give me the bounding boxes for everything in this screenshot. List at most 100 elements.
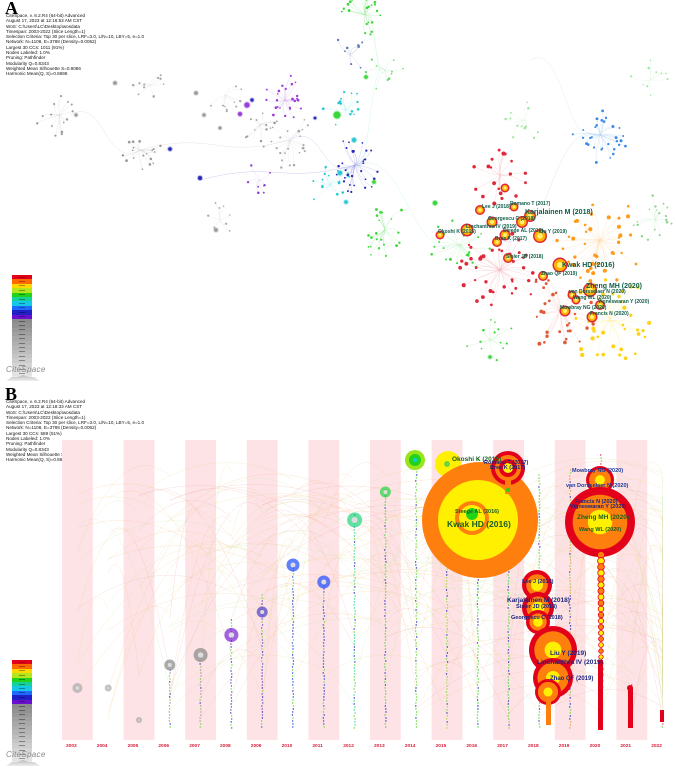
legend-swatch: [12, 288, 32, 293]
legend-swatch: [12, 660, 32, 665]
node-label[interactable]: van Dorsselaer N (2020): [566, 483, 629, 489]
legend-swatch: [12, 703, 32, 709]
node-label[interactable]: Bree K (2017): [495, 236, 527, 242]
network-nodes: [36, 0, 673, 362]
legend-swatch: [12, 340, 32, 346]
year-label: 2022: [651, 743, 662, 749]
node-label[interactable]: Lee J (2018): [482, 204, 511, 210]
node-label[interactable]: Kwak HD (2016): [447, 519, 511, 529]
legend-swatch: [12, 275, 32, 280]
node-label[interactable]: Mowbray NG (2020): [572, 468, 623, 474]
node-label[interactable]: Zhao QF (2019): [550, 676, 593, 682]
year-axis: 2003 2004 2005 2006 2007 2008 2009 2010 2011 2012…: [66, 743, 662, 749]
metadata-line: Weighted Mean Silhouette S=0.9086: [6, 65, 81, 71]
panel-b-node-labels: Okoshi K (2015)Romano T (2017)Bree K (20…: [447, 456, 629, 682]
legend-swatch: [12, 362, 32, 368]
metadata-line: Modularity Q=0.8343: [6, 446, 49, 452]
panel-b-citespace-logo: CiteSpace: [6, 750, 46, 766]
legend-swatch: [12, 336, 32, 341]
legend-swatch: [12, 673, 32, 678]
legend-swatch: [12, 725, 32, 731]
node-label[interactable]: Georgescu C (2018): [488, 216, 535, 222]
node-label[interactable]: Georgescu C (2018): [511, 615, 563, 621]
year-label: 2020: [590, 743, 601, 749]
node-label[interactable]: Vigneswaran Y (2020): [570, 504, 626, 510]
legend-swatch: [12, 327, 32, 333]
legend-swatch: [12, 690, 32, 696]
legend-swatch: [12, 354, 32, 359]
metadata-line: Pruning: Pathfinder: [6, 55, 46, 61]
legend-swatch: [12, 695, 32, 700]
node-label[interactable]: van Dorsselaer N (2020): [569, 289, 626, 295]
node-label[interactable]: Romano T (2017): [510, 201, 551, 207]
timezone-nodes: [72, 450, 664, 730]
node-label[interactable]: Linchanthra IV (2019): [537, 659, 603, 666]
node-label[interactable]: Karjalainen M (2018): [525, 209, 593, 216]
legend-swatch: [12, 296, 32, 302]
node-label[interactable]: Kwak HD (2016): [562, 262, 615, 269]
legend-swatch: [12, 712, 32, 718]
legend-swatch: [12, 301, 32, 306]
legend-swatch: [12, 734, 32, 740]
node-label[interactable]: Zheng MH (2020): [577, 514, 629, 521]
panel-a-citespace-logo: CiteSpace: [6, 365, 46, 381]
node-label[interactable]: Vigneswaran Y (2020): [598, 299, 649, 305]
legend-swatch: [12, 367, 32, 372]
year-label: 2014: [405, 743, 416, 749]
node-label[interactable]: Wang WL (2020): [579, 527, 621, 533]
legend-swatch: [12, 345, 32, 350]
metadata-line: WoS: C:\Users\LC\Desktop\wosdata: [6, 409, 80, 415]
year-label: 2015: [436, 743, 447, 749]
node-label[interactable]: Liu Y (2019): [550, 650, 586, 657]
node-label[interactable]: Sisler JD (2018): [516, 604, 557, 610]
node-label[interactable]: Karjalainen M (2018): [507, 597, 570, 604]
node-label[interactable]: Okoshi K (2015): [452, 456, 501, 463]
node-label[interactable]: Francis N (2020): [575, 499, 618, 505]
legend-swatch: [12, 314, 32, 319]
year-label: 2013: [374, 743, 385, 749]
node-label[interactable]: Francis N (2020): [590, 311, 629, 317]
legend-swatch: [12, 668, 32, 674]
node-label[interactable]: Linchanthra IV (2019): [466, 224, 517, 230]
node-label[interactable]: Steege AL (2016): [503, 228, 543, 234]
metadata-line: Harmonic Mean(Q, S)=0.8698: [6, 457, 68, 463]
metadata-line: CiteSpace, v. 6.2.R4 (64-bit) Advanced: [6, 399, 86, 404]
legend-swatch: [12, 310, 32, 315]
legend-swatch: [12, 747, 32, 753]
year-label: 2004: [97, 743, 108, 749]
node-label[interactable]: Liu Y (2019): [539, 229, 567, 235]
node-label[interactable]: Okoshi K (2015): [438, 229, 476, 235]
node-label[interactable]: Mowbray NG (2020): [560, 305, 607, 311]
metadata-line: August 17, 2023 at 12:16:53 AM CST: [6, 18, 83, 24]
legend-swatch: [12, 739, 32, 744]
node-label[interactable]: Bree K (2017): [490, 465, 525, 471]
panel-a-metadata: CiteSpace, v. 6.2.R4 (64-bit) Advanced Au…: [6, 13, 144, 77]
year-label: 2018: [528, 743, 539, 749]
metadata-line: Selection Criteria: Top 30 per slice, LR…: [6, 420, 145, 426]
year-label: 2021: [620, 743, 631, 749]
metadata-line: Largest 30 CCs: 589 (51%): [6, 430, 62, 436]
legend-swatch: [12, 743, 32, 748]
year-label: 2017: [497, 743, 508, 749]
node-label[interactable]: Sisler JD (2018): [506, 254, 544, 260]
year-label: 2008: [220, 743, 231, 749]
year-label: 2003: [66, 743, 77, 749]
panel-a-letter: A: [5, 0, 18, 18]
node-label[interactable]: Lee J (2018): [522, 579, 554, 585]
metadata-line: Nodes Labeled: 1.0%: [6, 50, 50, 56]
panel-b-timezone-view: 2003 2004 2005 2006 2007 2008 2009 2010 2011 2012…: [62, 440, 664, 749]
node-label[interactable]: Zhao QF (2019): [541, 271, 577, 277]
node-label[interactable]: Steege AL (2016): [455, 509, 499, 515]
node-label[interactable]: Wang WL (2020): [573, 295, 612, 301]
panel-a-cocitation-network: Romano T (2017)Lee J (2018) Karjalainen M…: [36, 0, 673, 362]
year-label: 2011: [312, 743, 323, 749]
legend-swatch: [12, 752, 32, 757]
legend-swatch: [12, 686, 32, 691]
node-label[interactable]: Romano T (2017): [484, 460, 528, 466]
node-label[interactable]: Zheng MH (2020): [586, 283, 642, 290]
metadata-line: Modularity Q=0.8343: [6, 60, 49, 66]
metadata-line: Largest 30 CCs: 1011 (91%): [6, 44, 64, 50]
year-label: 2010: [282, 743, 293, 749]
metadata-line: WoS: C:\Users\LC\Desktop\wosdata: [6, 23, 80, 29]
legend-swatch: [12, 318, 32, 324]
